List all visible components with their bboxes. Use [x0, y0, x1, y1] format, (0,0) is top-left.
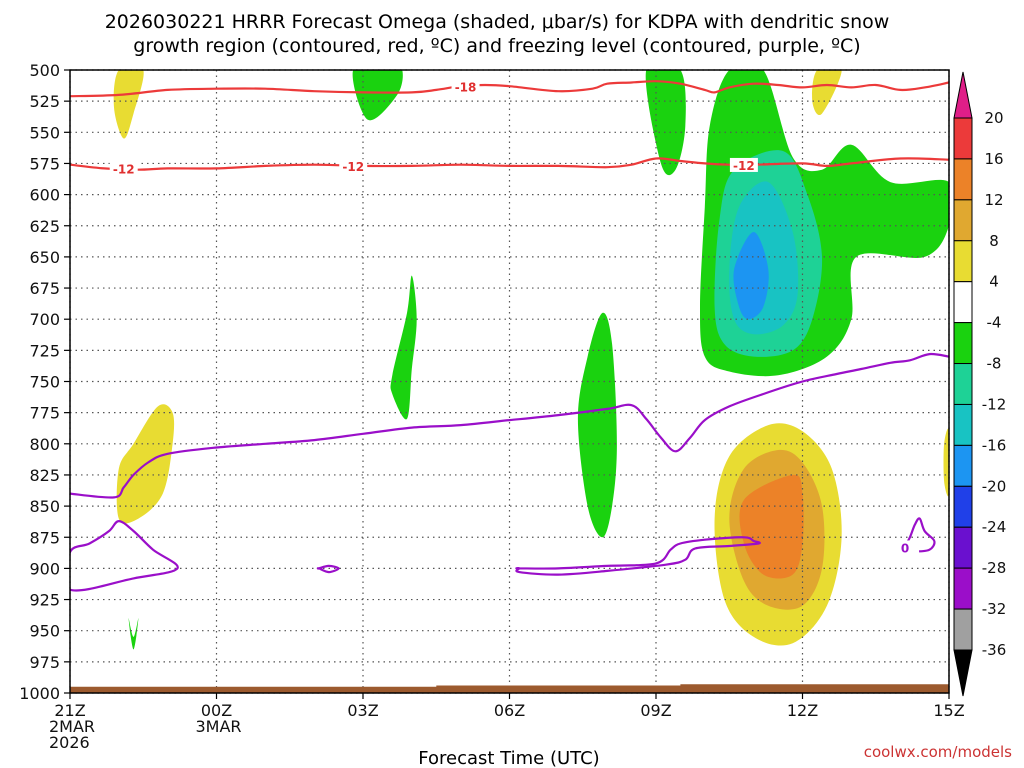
- colorbar-bin-8: [953, 444, 973, 487]
- x-tick-label-21Z-0: 21Z: [54, 701, 85, 720]
- colorbar-label-6: -8: [987, 355, 1002, 373]
- omega-region-down_12-15: [739, 474, 804, 579]
- contour-dgz-top: [70, 80, 949, 98]
- contour-freezing-loop-left: [70, 520, 179, 592]
- y-tick-label-550: 550: [29, 123, 60, 142]
- y-tick-label-950: 950: [29, 622, 60, 641]
- y-tick-label-850: 850: [29, 497, 60, 516]
- colorbar-label-0: 20: [984, 109, 1003, 127]
- contour-label-extra-1: -12: [733, 159, 755, 173]
- omega-region-up_-4-6: [390, 275, 417, 420]
- colorbar-label-8: -16: [982, 436, 1007, 454]
- y-tick-label-675: 675: [29, 279, 60, 298]
- omega-region-up_-4-1: [645, 70, 686, 176]
- x-tick-label-09Z-0: 09Z: [640, 701, 671, 720]
- chart-title-line-1: 2026030221 HRRR Forecast Omega (shaded, …: [105, 11, 890, 33]
- x-tick-label-15Z-0: 15Z: [933, 701, 964, 720]
- y-tick-label-875: 875: [29, 528, 60, 547]
- y-tick-label-900: 900: [29, 559, 60, 578]
- y-tick-label-650: 650: [29, 248, 60, 267]
- y-tick-label-625: 625: [29, 217, 60, 236]
- colorbar-bin-top: [953, 71, 973, 119]
- y-tick-label-500: 500: [29, 61, 60, 80]
- y-tick-label-525: 525: [29, 92, 60, 111]
- colorbar-bin-bottom: [953, 649, 973, 697]
- terrain: [70, 684, 949, 693]
- omega-region-down_4-10: [812, 70, 842, 115]
- x-tick-label-21Z-1: 2MAR: [49, 717, 95, 736]
- y-tick-label-975: 975: [29, 653, 60, 672]
- contour-label-bg-extra-0: [339, 159, 368, 174]
- contour-freezing-level: [70, 352, 949, 499]
- colorbar-label-3: 8: [989, 232, 999, 250]
- colorbar-bin-3: [953, 240, 973, 283]
- y-tick-label-775: 775: [29, 404, 60, 423]
- colorbar-bin-4: [953, 281, 973, 324]
- y-tick-label-725: 725: [29, 341, 60, 360]
- omega-region-up_-4-7: [577, 312, 617, 538]
- x-tick-label-03Z-0: 03Z: [347, 701, 378, 720]
- colorbar-label-10: -24: [982, 518, 1007, 536]
- colorbar-label-2: 12: [984, 191, 1003, 209]
- contour-label-dgz-top: -18: [455, 80, 477, 94]
- colorbar-label-11: -28: [982, 559, 1007, 577]
- colorbar-bin-6: [953, 363, 973, 405]
- colorbar-bin-5: [953, 322, 973, 365]
- colorbar-label-9: -20: [982, 477, 1007, 495]
- colorbar-label-13: -36: [982, 641, 1007, 659]
- colorbar-label-1: 16: [984, 150, 1003, 168]
- contour-label-bg-freezing-loop-far-right: [891, 540, 920, 555]
- y-tick-label-800: 800: [29, 435, 60, 454]
- contour-freezing-loop-right: [515, 536, 761, 576]
- colorbar-label-12: -32: [982, 600, 1007, 618]
- y-axis: 500 525 550 575 600 625 650 675 700 725 750 775 800 8…: [19, 61, 70, 703]
- omega-region-down_4-12: [943, 428, 949, 497]
- credit-text: coolwx.com/models: [864, 743, 1012, 761]
- y-tick-label-575: 575: [29, 154, 60, 173]
- y-tick-label-825: 825: [29, 466, 60, 485]
- y-tick-label-600: 600: [29, 186, 60, 205]
- contour-label-bg-dgz-top: [451, 79, 480, 94]
- y-tick-label-925: 925: [29, 591, 60, 610]
- contour-label-freezing-loop-far-right: 0: [901, 541, 909, 555]
- contour-dgz-bottom: [70, 157, 949, 171]
- omega-region-up_-4-0: [352, 70, 403, 121]
- x-tick-label-06Z-0: 06Z: [494, 701, 525, 720]
- colorbar-bin-10: [953, 526, 973, 569]
- x-tick-label-12Z-0: 12Z: [787, 701, 818, 720]
- y-tick-label-750: 750: [29, 373, 60, 392]
- y-tick-label-700: 700: [29, 310, 60, 329]
- x-tick-label-21Z-2: 2026: [49, 733, 90, 752]
- colorbar: 20 16 12 8 4 -4 -8 -12 -16 -20 -24 -28 -32 -36: [953, 71, 1007, 697]
- omega-region-up_-4-8: [128, 618, 139, 650]
- contour-label-bg-dgz-bottom: [109, 161, 138, 176]
- y-tick-label-1000: 1000: [19, 684, 60, 703]
- contour-label-dgz-bottom: -12: [113, 163, 135, 177]
- colorbar-label-4: 4: [989, 273, 999, 291]
- x-tick-label-00Z-0: 00Z: [201, 701, 232, 720]
- omega-region-up_-16-5: [733, 232, 769, 320]
- colorbar-bin-0: [953, 117, 973, 160]
- contours: -18 -12 0 -12 -12: [70, 79, 949, 592]
- omega-shading: [113, 70, 949, 650]
- colorbar-bin-2: [953, 199, 973, 242]
- contour-label-bg-extra-1: [729, 157, 758, 172]
- colorbar-bin-9: [953, 485, 973, 528]
- colorbar-bin-7: [953, 403, 973, 446]
- x-axis-label: Forecast Time (UTC): [418, 748, 599, 768]
- colorbar-bin-1: [953, 158, 973, 201]
- colorbar-label-7: -12: [982, 395, 1007, 413]
- contour-freezing-loop-small: [316, 564, 340, 574]
- colorbar-bin-12: [953, 608, 973, 651]
- contour-label-extra-0: -12: [342, 160, 364, 174]
- omega-region-down_4-9: [113, 70, 144, 139]
- chart-title-line-2: growth region (contoured, red, ºC) and f…: [133, 35, 860, 57]
- x-tick-label-00Z-1: 3MAR: [196, 717, 242, 736]
- colorbar-label-5: -4: [987, 314, 1002, 332]
- terrain-fill: [70, 684, 949, 693]
- colorbar-bin-11: [953, 567, 973, 610]
